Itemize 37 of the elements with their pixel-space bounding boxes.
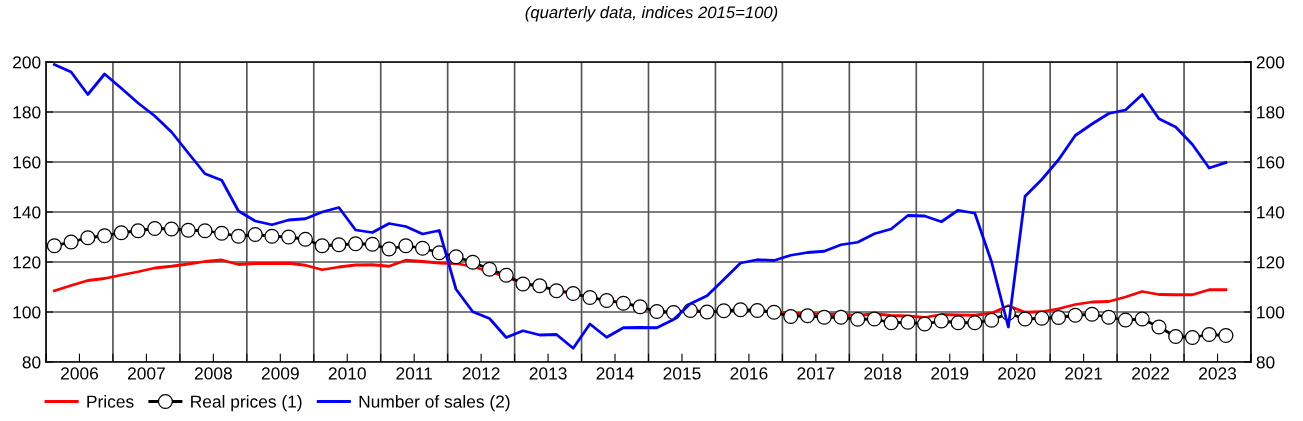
line-series [52, 63, 1228, 350]
y-tick-label: 160 [13, 156, 41, 169]
x-tick-label: 2006 [61, 367, 99, 380]
x-tick-label: 2017 [797, 367, 835, 380]
y-tick-label: 200 [13, 56, 41, 69]
x-tick-label: 2011 [396, 367, 433, 380]
x-tick-label: 2023 [1199, 367, 1237, 380]
x-tick-label: 2016 [730, 367, 768, 380]
y-tick-label: 80 [22, 356, 41, 369]
y2-tick-label: 80 [1256, 356, 1275, 369]
x-tick-label: 2014 [596, 367, 634, 380]
y-tick-label: 120 [13, 256, 41, 269]
y2-tick-label: 180 [1257, 106, 1285, 119]
x-tick-label: 2018 [864, 367, 902, 380]
y2-tick-label: 140 [1257, 206, 1285, 219]
x-tick-label: 2015 [663, 367, 701, 380]
x-tick-label: 2007 [127, 367, 165, 380]
legend-label: Prices [87, 395, 134, 408]
legend-label: Number of sales (2) [359, 395, 510, 412]
y2-tick-label: 100 [1257, 306, 1285, 319]
x-tick-label: 2020 [998, 367, 1036, 380]
x-tick-label: 2013 [529, 367, 567, 380]
x-tick-label: 2008 [194, 367, 232, 380]
y2-tick-label: 200 [1256, 56, 1285, 69]
y-tick-label: 100 [13, 306, 41, 319]
y-tick-label: 140 [13, 206, 41, 219]
x-tick-label: 2010 [328, 367, 366, 380]
chart-subtitle: (quarterly data, indices 2015=100) [525, 6, 778, 22]
x-tick-label: 2009 [261, 367, 299, 380]
y-tick-label: 180 [13, 106, 41, 119]
x-tick-label: 2019 [931, 367, 969, 380]
x-tick-label: 2012 [462, 367, 500, 380]
x-tick-label: 2022 [1132, 367, 1170, 380]
y2-tick-label: 160 [1257, 156, 1285, 169]
y2-tick-label: 120 [1257, 256, 1285, 269]
x-tick-label: 2021 [1065, 367, 1103, 380]
legend-label: Real prices (1) [191, 395, 302, 412]
